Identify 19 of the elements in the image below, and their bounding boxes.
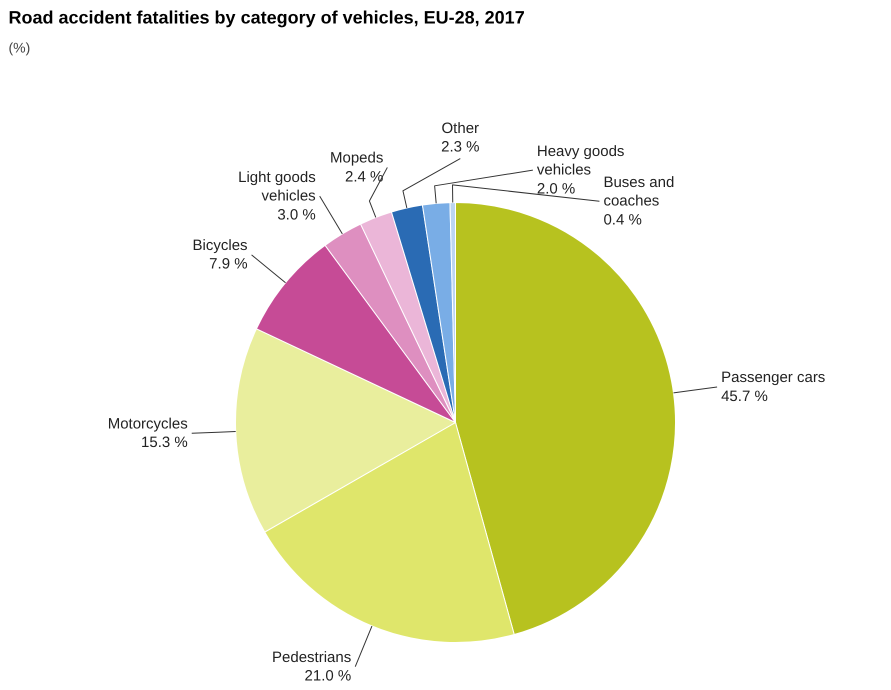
chart-title: Road accident fatalities by category of vehicles, EU-28, 2017 [8, 8, 525, 28]
slice-label: Pedestrians [272, 648, 352, 666]
data-label: 3.0 % [277, 206, 316, 224]
data-label: 2.3 % [441, 138, 480, 156]
data-label: 0.4 % [603, 211, 642, 228]
data-label: 15.3 % [141, 434, 188, 452]
slice-label: Bicycles [192, 237, 248, 254]
slice-label: Light goods vehicles [238, 168, 316, 205]
slice-label: Passenger cars [721, 369, 826, 386]
data-label: 2.4 % [344, 168, 384, 186]
slice-label: Buses and coaches [603, 174, 674, 210]
data-label: 2.0 % [536, 180, 576, 198]
data-label: 7.9 % [209, 256, 248, 273]
data-label: 21.0 % [304, 668, 352, 685]
data-label: 45.7 % [721, 388, 768, 405]
chart-subtitle: (%) [8, 40, 30, 56]
slice-label: Motorcycles [108, 415, 188, 432]
slice-label: Other [442, 120, 480, 137]
slice-label: Mopeds [330, 150, 384, 167]
